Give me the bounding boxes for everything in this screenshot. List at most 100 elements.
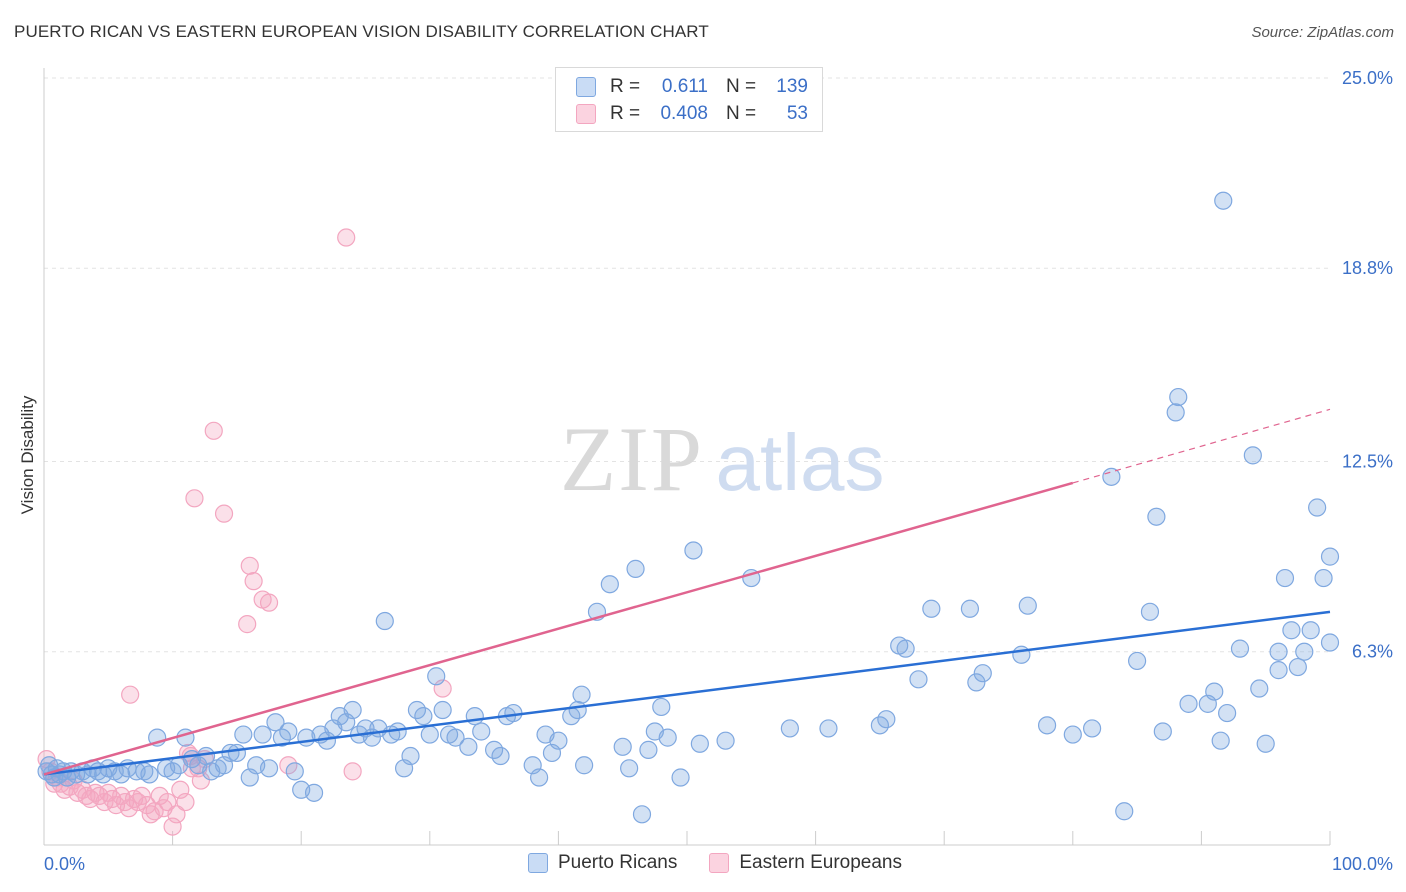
data-point-eastern-european <box>204 421 223 440</box>
chart-title: PUERTO RICAN VS EASTERN EUROPEAN VISION … <box>14 22 709 41</box>
data-point-puerto-rican <box>1169 387 1188 407</box>
correlation-legend: R = 0.611 N = 139 R = 0.408 N = 53 <box>555 67 823 132</box>
x-tick-label: 0.0% <box>44 854 85 874</box>
data-point-eastern-european <box>214 504 234 523</box>
data-point-eastern-european <box>238 615 257 634</box>
series-legend-eastern-europeans[interactable]: Eastern Europeans <box>709 852 902 874</box>
y-tick-label: 12.5% <box>1342 452 1393 472</box>
y-tick-label: 18.8% <box>1342 258 1393 278</box>
data-point-puerto-rican <box>967 673 986 692</box>
data-point-puerto-rican <box>1230 639 1250 658</box>
data-point-puerto-rican <box>922 599 941 618</box>
data-point-puerto-rican <box>234 725 253 744</box>
data-point-puerto-rican <box>639 740 658 759</box>
trend-line-eastern-europeans <box>43 481 1074 776</box>
data-point-puerto-rican <box>1153 722 1172 741</box>
data-point-puerto-rican <box>1012 645 1031 664</box>
data-point-puerto-rican <box>690 734 709 753</box>
legend-n-label: N = <box>726 103 757 124</box>
data-point-puerto-rican <box>1179 694 1198 713</box>
data-point-puerto-rican <box>140 765 159 784</box>
data-point-puerto-rican <box>1205 682 1224 701</box>
data-point-puerto-rican <box>819 719 838 738</box>
data-point-puerto-rican <box>960 599 980 618</box>
data-point-puerto-rican <box>632 805 652 824</box>
series-legend-puerto-ricans[interactable]: Puerto Ricans <box>528 852 677 874</box>
data-point-puerto-rican <box>420 725 439 744</box>
data-point-puerto-rican <box>266 713 285 732</box>
data-point-eastern-european <box>185 489 204 508</box>
data-point-puerto-rican <box>427 667 446 686</box>
legend-row-eastern-europeans: R = 0.408 N = 53 <box>576 101 808 127</box>
data-point-puerto-rican <box>549 731 568 750</box>
data-point-puerto-rican <box>1102 467 1121 486</box>
data-point-puerto-rican <box>465 707 484 726</box>
data-point-puerto-rican <box>613 737 632 756</box>
legend-swatch-pink <box>709 853 730 873</box>
data-point-puerto-rican <box>401 746 420 766</box>
data-point-puerto-rican <box>1250 679 1269 698</box>
legend-row-puerto-ricans: R = 0.611 N = 139 <box>576 74 808 100</box>
legend-swatch-blue <box>528 853 548 873</box>
data-point-puerto-rican <box>491 746 510 766</box>
y-tick-label: 25.0% <box>1342 68 1393 88</box>
data-point-puerto-rican <box>1308 498 1327 517</box>
series-legend-label: Eastern Europeans <box>739 852 903 873</box>
data-point-puerto-rican <box>877 710 896 729</box>
data-point-puerto-rican <box>1214 191 1233 210</box>
data-point-eastern-european <box>240 556 259 575</box>
data-point-puerto-rican <box>1256 734 1275 753</box>
data-point-puerto-rican <box>568 700 587 720</box>
data-point-puerto-rican <box>1147 507 1166 526</box>
data-point-eastern-european <box>337 228 356 247</box>
data-point-puerto-rican <box>1037 716 1057 735</box>
legend-r-label: R = <box>610 76 641 97</box>
data-point-puerto-rican <box>1275 568 1295 588</box>
data-point-eastern-european <box>259 593 279 612</box>
data-point-puerto-rican <box>626 559 645 578</box>
data-point-puerto-rican <box>259 759 279 778</box>
data-point-puerto-rican <box>1320 633 1340 652</box>
data-point-puerto-rican <box>1314 568 1333 588</box>
legend-r-value: 0.408 <box>660 103 708 124</box>
data-point-eastern-european <box>132 786 151 806</box>
source-label: Source: ZipAtlas.com <box>1251 24 1394 41</box>
data-point-eastern-european <box>158 792 177 812</box>
data-point-puerto-rican <box>279 722 298 741</box>
data-point-puerto-rican <box>446 728 465 747</box>
data-point-puerto-rican <box>1082 719 1102 738</box>
legend-swatch-blue <box>576 77 596 97</box>
data-point-puerto-rican <box>671 768 690 787</box>
trend-line-eastern-europeans-projection <box>1072 408 1331 484</box>
series-legend: Puerto Ricans Eastern Europeans <box>528 852 934 874</box>
data-point-puerto-rican <box>472 722 491 741</box>
x-tick-label: 100.0% <box>1332 854 1393 874</box>
data-point-puerto-rican <box>1282 621 1301 640</box>
data-point-puerto-rican <box>1018 596 1037 615</box>
data-point-puerto-rican <box>896 639 915 658</box>
data-point-puerto-rican <box>716 731 735 750</box>
data-point-eastern-european <box>119 799 138 818</box>
data-point-puerto-rican <box>285 762 304 781</box>
data-point-puerto-rican <box>459 737 478 756</box>
y-tick-label: 6.3% <box>1352 642 1393 662</box>
data-point-puerto-rican <box>1063 725 1082 744</box>
trend-line-puerto-ricans <box>43 610 1331 776</box>
watermark-zip: ZIP <box>560 408 704 510</box>
data-point-puerto-rican <box>684 541 703 560</box>
data-point-eastern-european <box>167 805 186 824</box>
data-point-puerto-rican <box>343 700 362 720</box>
tick-labels: 6.3% 12.5% 18.8% 25.0% 0.0% 100.0% <box>44 68 1393 874</box>
y-axis-label: Vision Disability <box>18 395 37 515</box>
data-point-puerto-rican <box>572 685 591 704</box>
data-point-puerto-rican <box>253 725 272 744</box>
data-point-puerto-rican <box>1218 703 1237 723</box>
data-point-puerto-rican <box>620 759 639 778</box>
legend-n-value: 139 <box>776 76 808 97</box>
legend-r-value: 0.611 <box>661 76 708 97</box>
data-point-puerto-rican <box>1269 661 1288 680</box>
data-point-puerto-rican <box>658 728 677 747</box>
data-point-puerto-rican <box>375 611 394 631</box>
data-point-puerto-rican <box>909 670 928 689</box>
data-point-eastern-european <box>121 685 140 704</box>
